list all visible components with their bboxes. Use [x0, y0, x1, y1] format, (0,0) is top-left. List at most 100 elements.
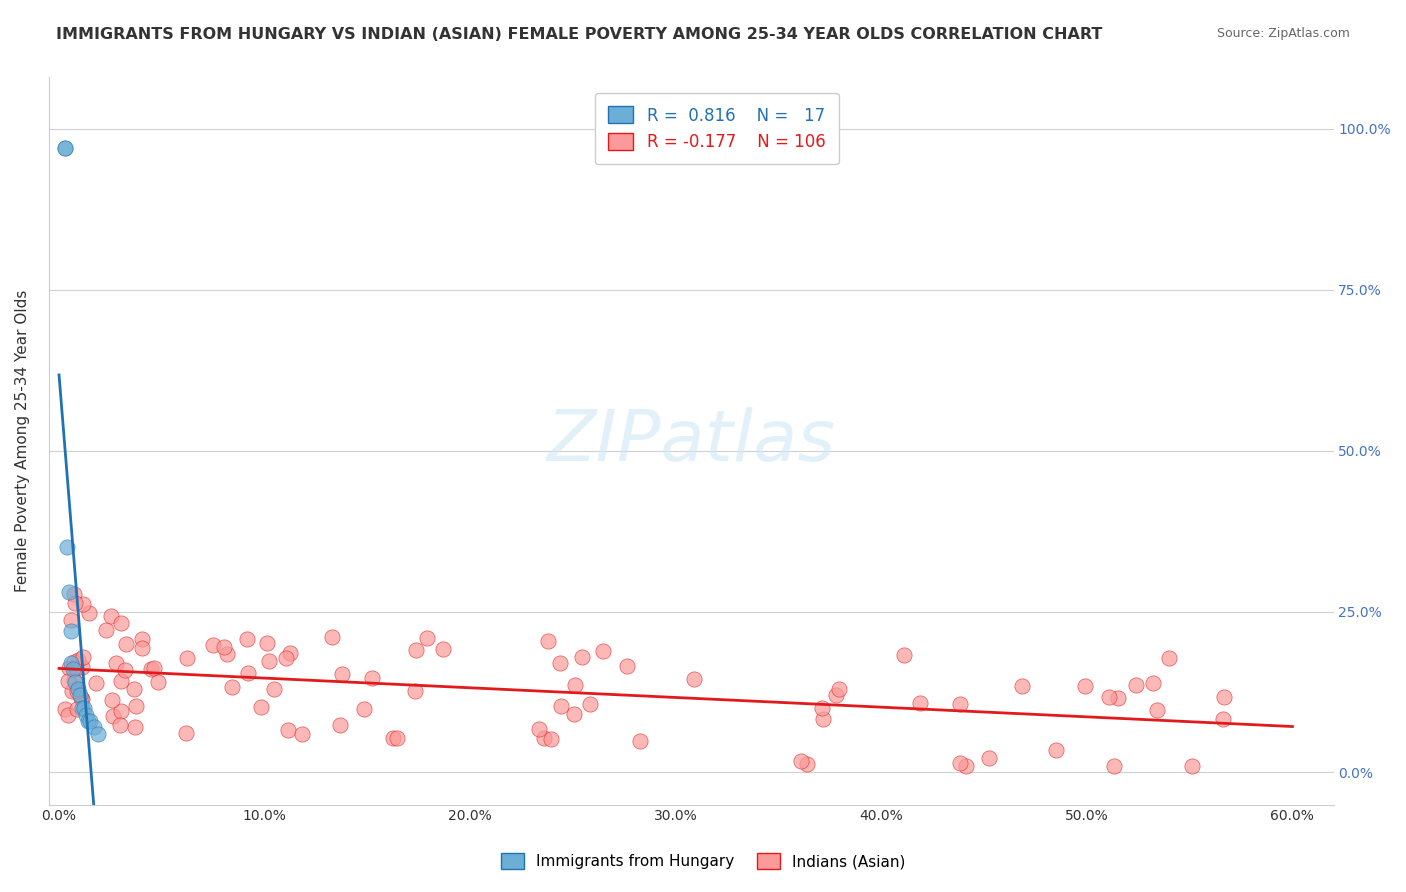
Point: [562, 707, 585, 722]
Point: [100, 608, 122, 623]
Point: [811, 701, 834, 715]
Point: [63, 596, 86, 610]
Point: [96, 623, 118, 637]
Point: [65, 661, 87, 675]
Point: [76, 714, 98, 728]
Point: [616, 658, 638, 673]
Point: [1097, 690, 1119, 704]
Point: [62, 587, 84, 601]
Point: [70, 690, 93, 705]
Point: [58, 585, 80, 599]
Point: [176, 651, 198, 665]
Point: [60, 684, 83, 698]
Point: [58, 661, 80, 675]
Point: [87, 727, 110, 741]
Point: [110, 674, 132, 689]
Point: [1142, 675, 1164, 690]
Point: [131, 632, 153, 646]
Point: [1102, 759, 1125, 773]
Point: [811, 712, 834, 726]
Point: [353, 702, 375, 716]
Point: [291, 726, 314, 740]
Point: [382, 731, 405, 745]
Point: [263, 681, 285, 696]
Point: [66, 702, 89, 716]
Point: [256, 636, 278, 650]
Point: [277, 723, 299, 737]
Point: [122, 681, 145, 696]
Point: [124, 698, 146, 713]
Point: [236, 665, 259, 680]
Point: [579, 697, 602, 711]
Point: [564, 678, 586, 692]
Point: [66, 681, 89, 696]
Point: [215, 647, 238, 661]
Point: [278, 646, 301, 660]
Point: [60, 656, 83, 670]
Text: ZIPatlas: ZIPatlas: [547, 407, 835, 475]
Point: [66, 653, 89, 667]
Point: [908, 697, 931, 711]
Point: [56, 540, 79, 554]
Point: [893, 648, 915, 662]
Point: [533, 731, 555, 746]
Point: [79, 607, 101, 621]
Point: [66, 683, 89, 698]
Point: [83, 720, 105, 734]
Text: Source: ZipAtlas.com: Source: ZipAtlas.com: [1216, 27, 1350, 40]
Point: [540, 732, 562, 747]
Point: [361, 671, 384, 685]
Point: [236, 632, 259, 646]
Point: [110, 718, 132, 732]
Point: [53, 702, 76, 716]
Point: [274, 651, 297, 665]
Point: [60, 624, 83, 638]
Point: [550, 698, 572, 713]
Point: [101, 692, 124, 706]
Point: [949, 697, 972, 711]
Point: [79, 714, 101, 728]
Point: [1045, 743, 1067, 757]
Point: [115, 638, 138, 652]
Point: [139, 662, 162, 676]
Point: [65, 675, 87, 690]
Point: [101, 709, 124, 723]
Point: [104, 656, 127, 670]
Point: [1011, 679, 1033, 693]
Point: [628, 734, 651, 748]
Point: [70, 660, 93, 674]
Point: [110, 615, 132, 630]
Point: [404, 684, 426, 698]
Point: [527, 723, 550, 737]
Point: [86, 676, 108, 690]
Point: [329, 718, 352, 732]
Point: [796, 757, 818, 772]
Point: [405, 642, 427, 657]
Point: [221, 681, 243, 695]
Point: [828, 681, 851, 696]
Point: [824, 688, 846, 702]
Point: [214, 640, 236, 655]
Point: [250, 700, 273, 714]
Point: [59, 613, 82, 627]
Point: [949, 756, 972, 771]
Point: [790, 754, 813, 768]
Point: [1125, 678, 1147, 692]
Point: [330, 667, 353, 681]
Point: [592, 644, 614, 658]
Point: [53, 141, 76, 155]
Point: [955, 759, 977, 773]
Point: [174, 726, 197, 740]
Point: [1212, 712, 1234, 726]
Point: [385, 731, 408, 745]
Text: IMMIGRANTS FROM HUNGARY VS INDIAN (ASIAN) FEMALE POVERTY AMONG 25-34 YEAR OLDS C: IMMIGRANTS FROM HUNGARY VS INDIAN (ASIAN…: [56, 27, 1102, 42]
Point: [1146, 702, 1168, 716]
Point: [62, 655, 84, 669]
Point: [1212, 690, 1234, 704]
Point: [131, 640, 153, 655]
Point: [62, 663, 84, 677]
Point: [146, 675, 169, 690]
Point: [63, 673, 86, 688]
Point: [979, 751, 1001, 765]
Point: [1107, 691, 1129, 706]
